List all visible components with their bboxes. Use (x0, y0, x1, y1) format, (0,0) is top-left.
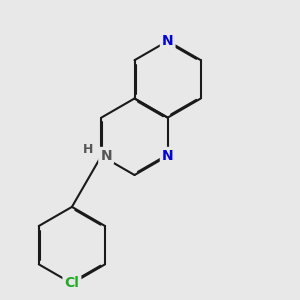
Text: H: H (83, 143, 94, 157)
Text: N: N (162, 149, 173, 163)
Text: N: N (162, 34, 173, 48)
Text: Cl: Cl (64, 276, 80, 290)
Text: N: N (100, 149, 112, 163)
